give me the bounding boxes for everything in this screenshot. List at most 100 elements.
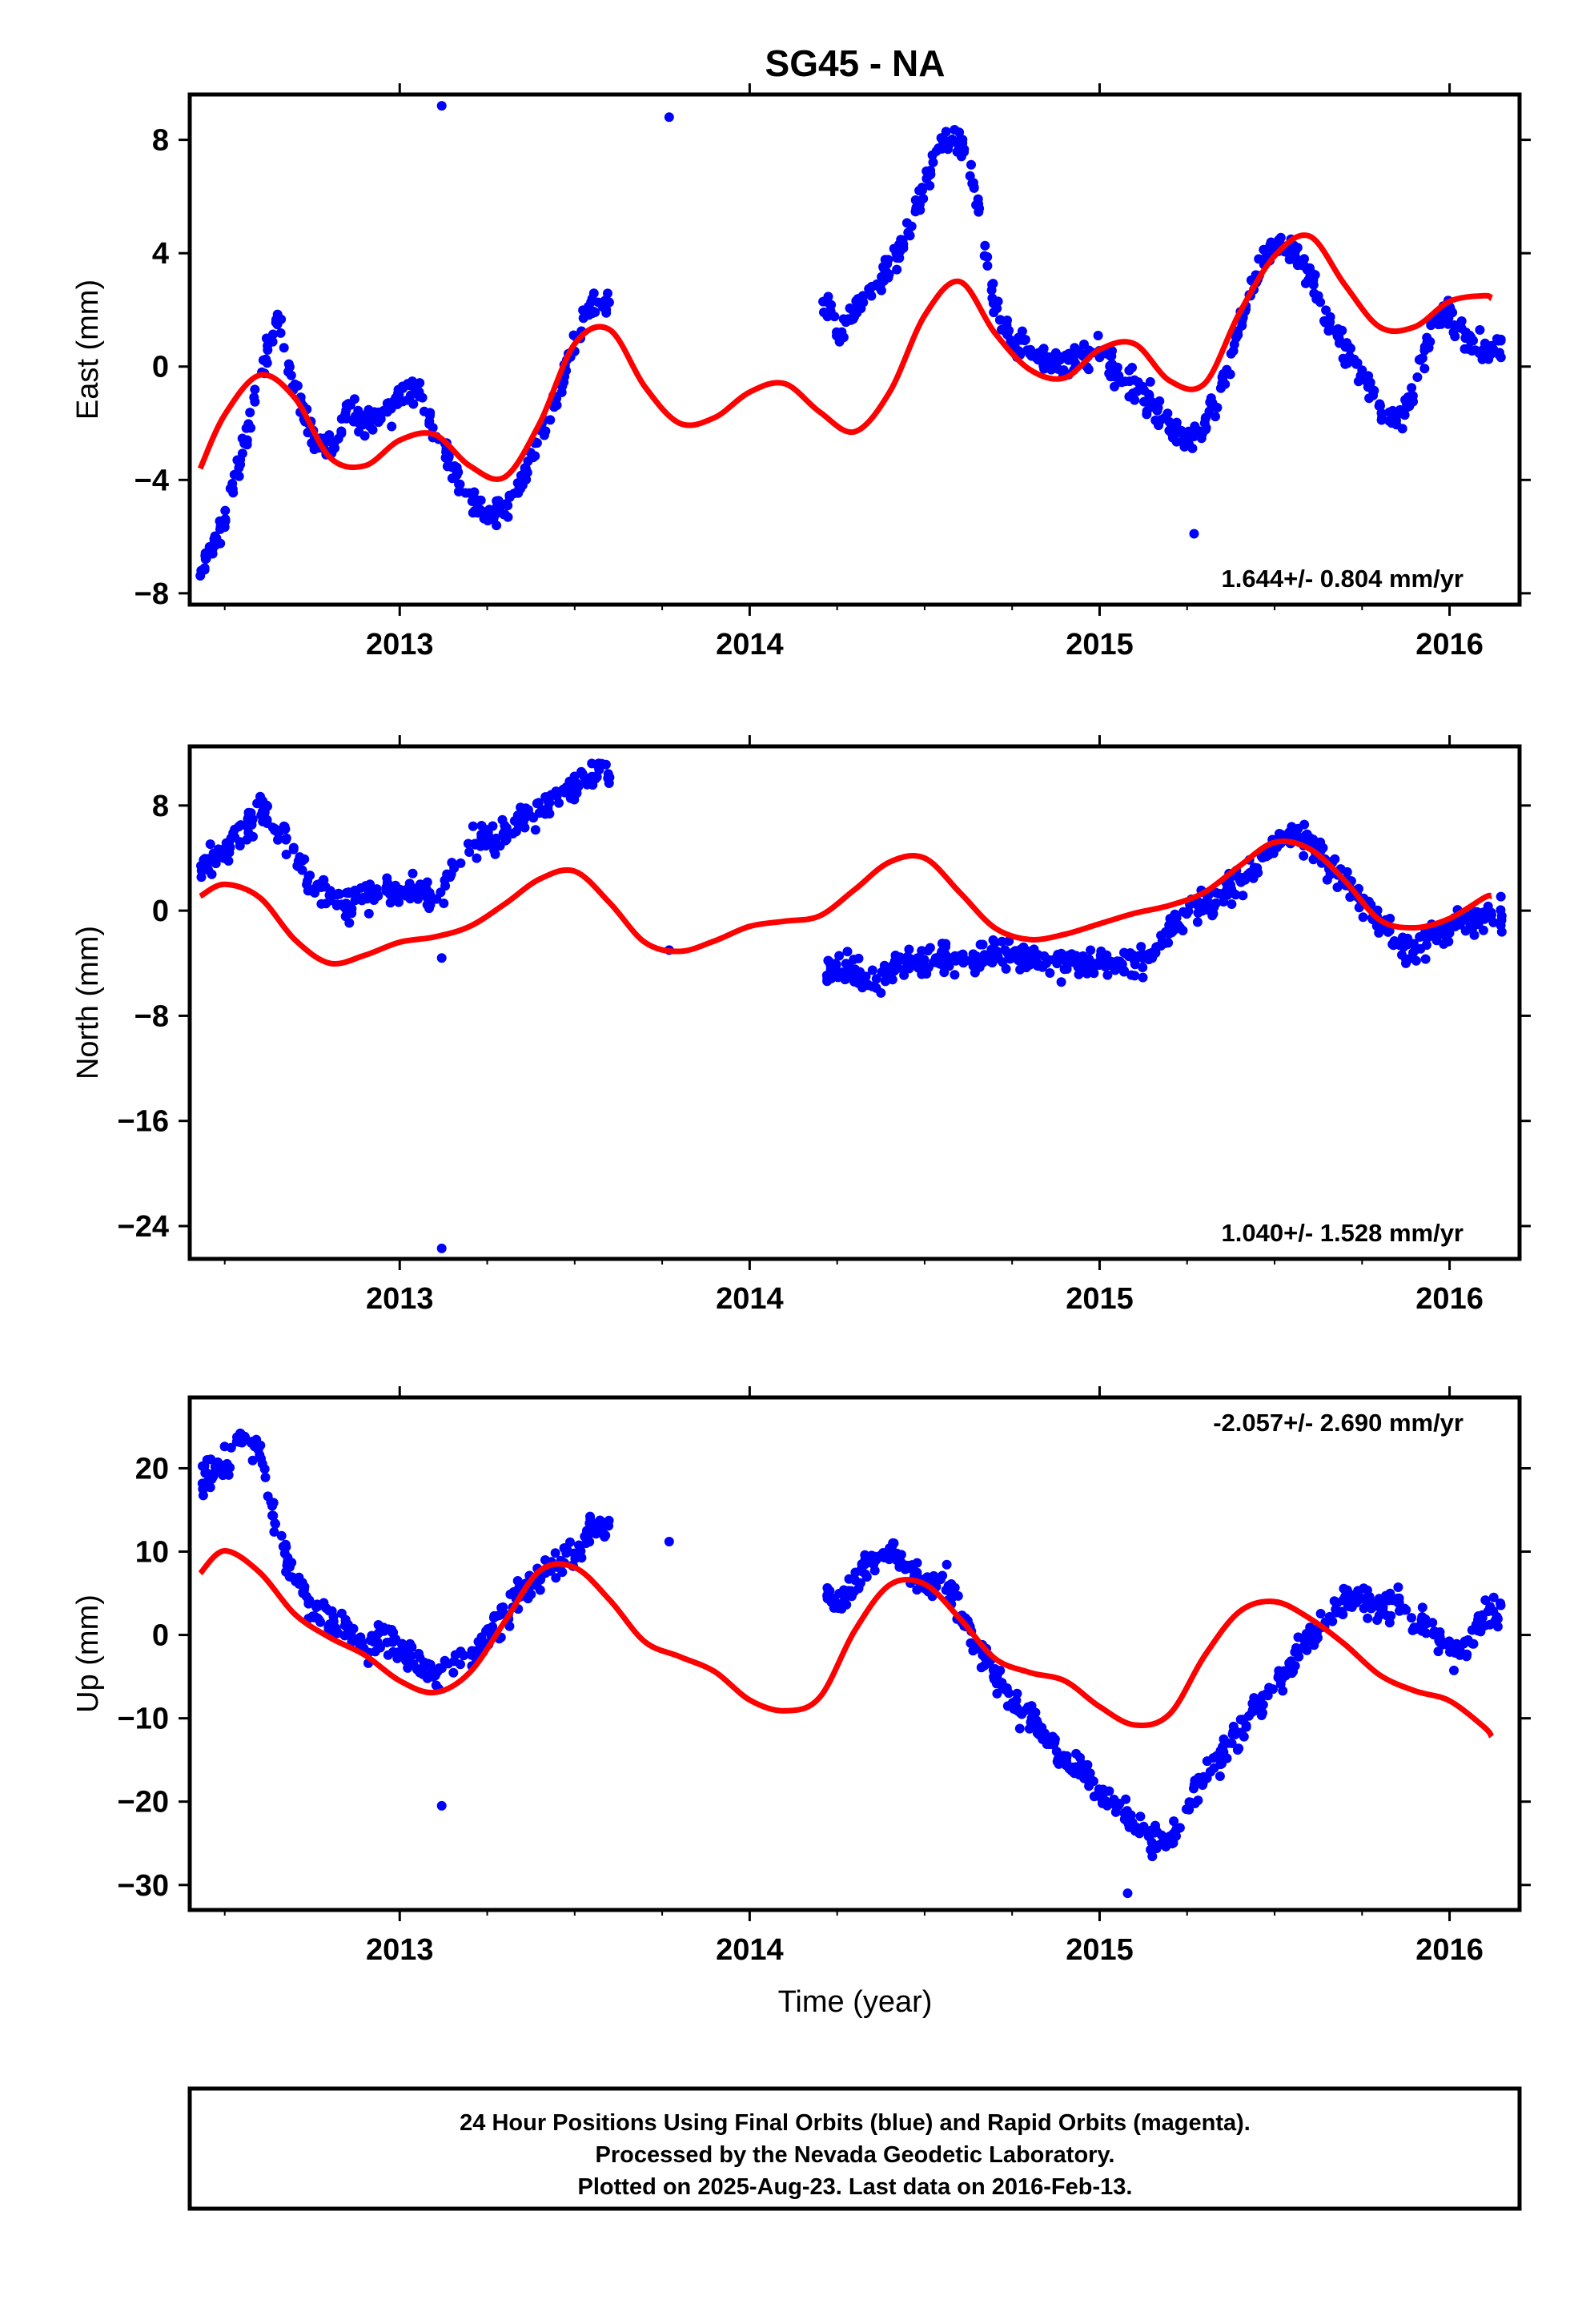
data-point [1042, 1731, 1053, 1742]
data-point [1183, 439, 1194, 449]
data-point [273, 834, 283, 845]
data-point [884, 269, 894, 279]
data-point [974, 207, 984, 217]
data-point [1104, 368, 1114, 379]
data-point [256, 1454, 266, 1464]
data-point [1085, 1768, 1095, 1779]
data-point [1477, 1613, 1488, 1622]
data-point [357, 1637, 367, 1647]
data-point [459, 1651, 469, 1661]
data-point [1467, 1625, 1477, 1635]
data-point [1184, 1797, 1195, 1807]
data-point [463, 838, 473, 849]
data-point [923, 170, 934, 180]
data-point [283, 1558, 293, 1568]
data-point [279, 343, 289, 353]
data-point [449, 461, 460, 471]
data-point [950, 970, 960, 980]
data-point [229, 469, 239, 480]
data-point [1114, 1800, 1123, 1811]
data-point [1263, 1691, 1273, 1701]
data-point [1117, 377, 1126, 388]
data-point [1014, 955, 1024, 966]
data-point [1456, 319, 1466, 329]
data-point [1358, 912, 1368, 923]
data-point [517, 480, 528, 490]
x-axis-label: Time (year) [778, 1985, 933, 2019]
data-point [1393, 1598, 1403, 1608]
data-point [892, 264, 902, 275]
data-point [1359, 1583, 1369, 1594]
data-point [1100, 962, 1110, 972]
data-point [1094, 352, 1105, 363]
data-point [1420, 931, 1431, 942]
data-point [973, 194, 983, 204]
data-point [533, 798, 544, 808]
data-point [938, 1570, 948, 1581]
figure-title: SG45 - NA [765, 42, 946, 84]
data-point [1480, 1595, 1491, 1606]
data-point [1417, 1602, 1427, 1613]
north-panel: 2013 2014 2015 2016 −24 −16 −8 0 8 North (mm) 1.04… [71, 735, 1531, 1316]
data-point [1478, 925, 1488, 935]
data-point [1410, 945, 1420, 955]
data-point [1315, 1609, 1326, 1618]
data-point [281, 1566, 291, 1577]
data-point [1427, 1618, 1438, 1628]
data-point [1363, 382, 1373, 392]
data-point [1420, 954, 1431, 964]
data-point [275, 328, 286, 338]
data-point [1442, 930, 1452, 940]
data-point [258, 816, 268, 826]
data-point [1421, 940, 1431, 951]
data-point [1407, 1613, 1416, 1623]
data-point [1463, 1634, 1473, 1645]
data-point [234, 463, 244, 473]
data-point [1444, 308, 1455, 318]
data-point [468, 489, 478, 500]
data-point [1382, 1610, 1392, 1621]
data-point [395, 884, 405, 895]
data-point [198, 1490, 208, 1501]
data-point [1219, 1734, 1229, 1744]
data-point [1169, 1816, 1179, 1827]
data-point [867, 981, 877, 991]
data-point [325, 886, 335, 896]
data-point [942, 1559, 952, 1570]
y-tick-label: −24 [118, 1210, 169, 1244]
data-point [532, 438, 542, 448]
footer-line-3: Plotted on 2025-Aug-23. Last data on 201… [578, 2174, 1133, 2200]
data-point [912, 1567, 922, 1578]
velocity-rate-label: 1.040+/- 1.528 mm/yr [1222, 1219, 1464, 1247]
data-point [1174, 1823, 1185, 1833]
data-point [1363, 1613, 1373, 1623]
data-point [1149, 1827, 1159, 1838]
data-point [877, 271, 887, 282]
data-point [431, 1680, 441, 1691]
data-point [1275, 232, 1286, 243]
data-point [301, 1591, 311, 1602]
data-point [1062, 964, 1072, 974]
data-point [450, 1650, 460, 1660]
data-point [309, 444, 319, 455]
data-point [1348, 1595, 1359, 1606]
data-point [439, 899, 449, 908]
data-point [246, 423, 256, 433]
data-point [854, 971, 865, 982]
data-point [570, 1554, 580, 1564]
data-point [511, 826, 521, 837]
data-point [350, 411, 360, 421]
data-point [318, 875, 328, 885]
data-point [1368, 390, 1379, 400]
data-point [1138, 972, 1148, 983]
data-point [587, 758, 597, 769]
data-point [604, 778, 614, 788]
data-point [1496, 891, 1506, 902]
data-point [1033, 961, 1043, 971]
data-point [1362, 1597, 1372, 1607]
data-point [842, 947, 853, 957]
data-point [1288, 1667, 1299, 1677]
footer-frame [187, 2086, 1522, 2211]
data-point [906, 221, 917, 231]
data-point [235, 841, 245, 850]
